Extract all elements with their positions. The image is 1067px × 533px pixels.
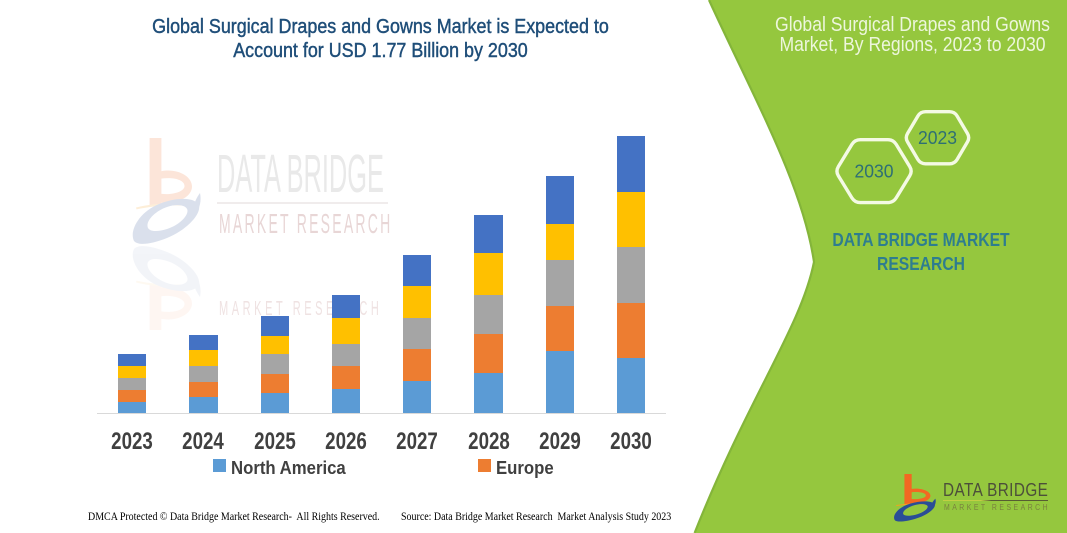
svg-text:2023: 2023 bbox=[918, 128, 957, 149]
svg-text:2030: 2030 bbox=[854, 161, 893, 182]
